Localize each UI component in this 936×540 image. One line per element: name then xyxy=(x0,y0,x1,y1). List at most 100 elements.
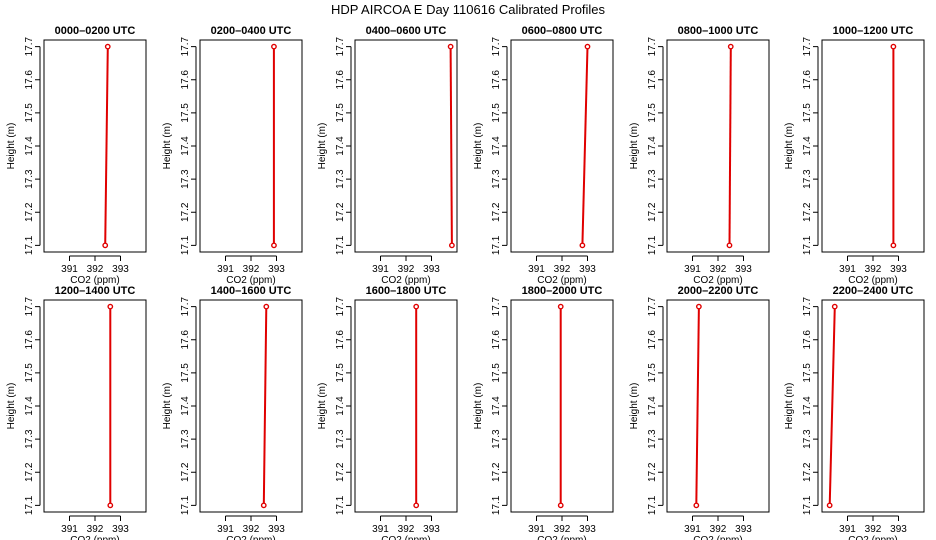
y-tick-label: 17.2 xyxy=(335,202,346,222)
plot-frame xyxy=(666,299,770,513)
y-tick-label: 17.4 xyxy=(180,396,191,416)
x-tick-label: 391 xyxy=(684,264,701,275)
y-tick-label: 17.1 xyxy=(180,495,191,515)
y-tick-label: 17.7 xyxy=(802,36,813,56)
x-axis-label: CO2 (ppm) xyxy=(848,535,897,540)
y-tick-label: 17.2 xyxy=(802,202,813,222)
x-axis-label: CO2 (ppm) xyxy=(226,535,275,540)
y-axis-label: Height (m) xyxy=(473,123,484,170)
y-tick-label: 17.6 xyxy=(335,330,346,350)
profile-point xyxy=(890,242,897,249)
figure-title: HDP AIRCOA E Day 110616 Calibrated Profi… xyxy=(331,2,606,17)
y-tick-label: 17.5 xyxy=(24,103,35,123)
profile-point xyxy=(104,43,111,50)
y-axis-label: Height (m) xyxy=(473,383,484,430)
y-tick-label: 17.5 xyxy=(491,363,502,383)
y-tick-label: 17.2 xyxy=(180,462,191,482)
y-tick-label: 17.3 xyxy=(491,169,502,189)
plot-frame xyxy=(43,39,147,253)
x-tick-label: 393 xyxy=(423,264,440,275)
y-tick-label: 17.5 xyxy=(180,103,191,123)
y-tick-label: 17.7 xyxy=(647,296,658,316)
profile-point xyxy=(726,242,733,249)
profile-point xyxy=(102,242,109,249)
plot-frame xyxy=(199,299,303,513)
profile-point xyxy=(831,303,838,310)
y-axis-label: Height (m) xyxy=(162,123,173,170)
profile-point xyxy=(557,303,564,310)
plot-frame xyxy=(354,39,458,253)
y-tick-label: 17.1 xyxy=(24,235,35,255)
x-tick-label: 393 xyxy=(268,264,285,275)
plot-frame xyxy=(821,39,925,253)
x-tick-label: 392 xyxy=(554,524,571,535)
y-tick-label: 17.7 xyxy=(491,296,502,316)
profile-point xyxy=(693,502,700,509)
y-axis-label: Height (m) xyxy=(784,383,795,430)
y-tick-label: 17.2 xyxy=(802,462,813,482)
y-tick-label: 17.2 xyxy=(491,202,502,222)
y-axis-label: Height (m) xyxy=(317,383,328,430)
profile-line xyxy=(728,46,732,246)
profile-point xyxy=(260,502,267,509)
y-tick-label: 17.1 xyxy=(335,495,346,515)
profile-point xyxy=(413,502,420,509)
y-tick-label: 17.7 xyxy=(180,36,191,56)
y-tick-label: 17.4 xyxy=(491,136,502,156)
profile-point xyxy=(826,502,833,509)
y-tick-label: 17.1 xyxy=(491,495,502,515)
y-tick-label: 17.6 xyxy=(647,330,658,350)
y-tick-label: 17.5 xyxy=(335,103,346,123)
y-tick-label: 17.5 xyxy=(335,363,346,383)
y-tick-label: 17.6 xyxy=(180,330,191,350)
y-tick-label: 17.6 xyxy=(647,70,658,90)
y-tick-label: 17.5 xyxy=(802,103,813,123)
x-axis-label: CO2 (ppm) xyxy=(381,535,430,540)
y-tick-label: 17.2 xyxy=(24,462,35,482)
x-tick-label: 393 xyxy=(735,264,752,275)
profile-point xyxy=(890,43,897,50)
y-tick-label: 17.7 xyxy=(24,36,35,56)
profile-point xyxy=(413,303,420,310)
profile-point xyxy=(727,43,734,50)
x-tick-label: 392 xyxy=(243,264,260,275)
x-tick-label: 391 xyxy=(217,524,234,535)
profile-point xyxy=(107,502,114,509)
y-tick-label: 17.5 xyxy=(491,103,502,123)
y-tick-label: 17.1 xyxy=(647,495,658,515)
profile-point xyxy=(263,303,270,310)
y-tick-label: 17.7 xyxy=(491,36,502,56)
y-tick-label: 17.4 xyxy=(24,396,35,416)
plot-frame xyxy=(510,299,614,513)
x-tick-label: 393 xyxy=(112,264,129,275)
y-tick-label: 17.6 xyxy=(335,70,346,90)
profile-line xyxy=(262,306,268,506)
profile-point xyxy=(695,303,702,310)
profile-point xyxy=(271,242,277,249)
y-tick-label: 17.5 xyxy=(180,363,191,383)
x-tick-label: 392 xyxy=(398,524,415,535)
x-tick-label: 391 xyxy=(839,524,856,535)
y-tick-label: 17.1 xyxy=(180,235,191,255)
panel-title: 0800–1000 UTC xyxy=(678,25,759,37)
y-tick-label: 17.4 xyxy=(802,136,813,156)
y-tick-label: 17.2 xyxy=(335,462,346,482)
x-tick-label: 391 xyxy=(528,524,545,535)
y-tick-label: 17.3 xyxy=(180,429,191,449)
x-tick-label: 391 xyxy=(372,524,389,535)
y-tick-label: 17.2 xyxy=(24,202,35,222)
panel-title: 1200–1400 UTC xyxy=(55,285,136,297)
y-tick-label: 17.7 xyxy=(647,36,658,56)
x-tick-label: 392 xyxy=(554,264,571,275)
x-tick-label: 391 xyxy=(528,264,545,275)
x-tick-label: 391 xyxy=(61,524,78,535)
plot-frame xyxy=(199,39,303,253)
x-tick-label: 392 xyxy=(865,524,882,535)
